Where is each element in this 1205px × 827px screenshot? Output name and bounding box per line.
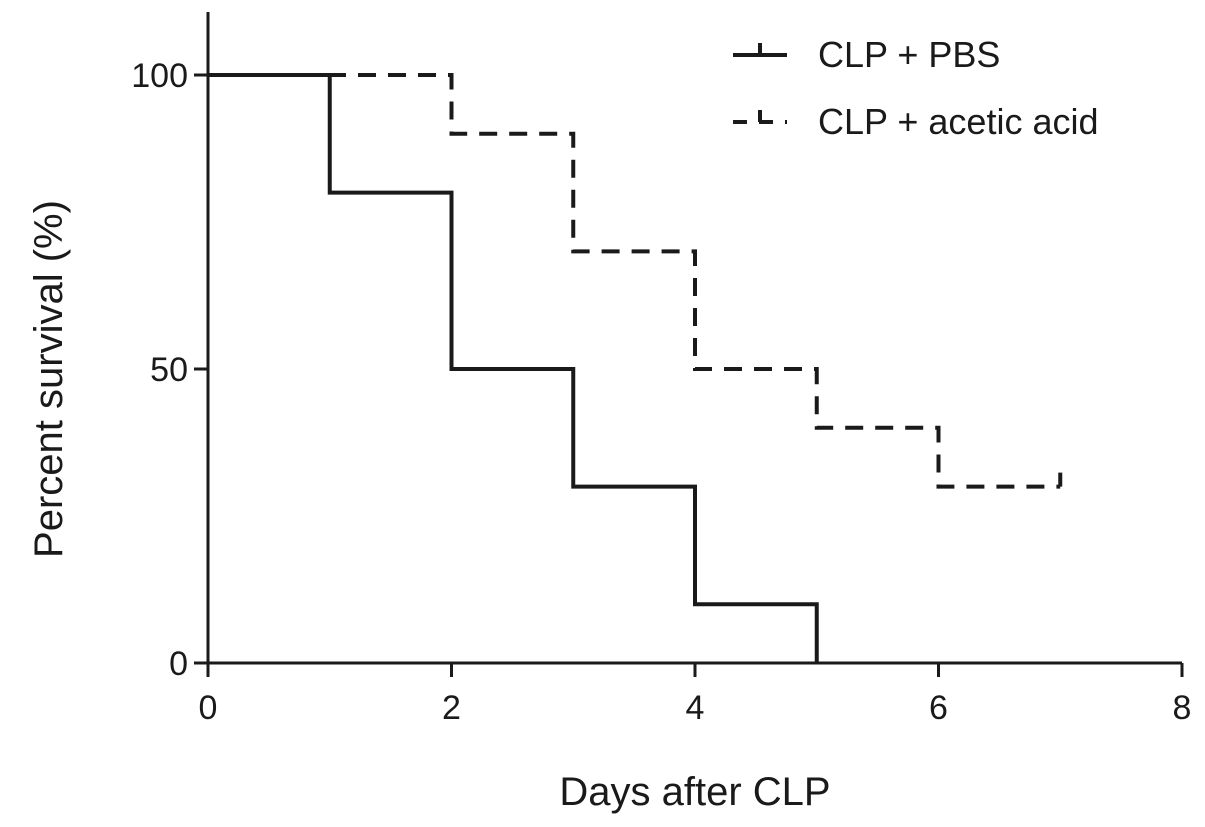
y-tick-label: 100	[131, 57, 188, 95]
series-layer	[208, 73, 1063, 663]
y-axis-ticks: 0 50 100	[131, 57, 208, 683]
y-tick-label: 50	[150, 351, 188, 389]
x-tick-label: 0	[199, 689, 218, 727]
x-axis-ticks: 0 2 4 6 8	[199, 663, 1192, 727]
series-line-acetic-acid	[208, 73, 1061, 489]
series-line-pbs	[208, 73, 819, 663]
y-tick-label: 0	[169, 645, 188, 683]
legend-label: CLP + acetic acid	[818, 101, 1099, 142]
x-axis-title: Days after CLP	[559, 770, 830, 814]
x-tick-label: 4	[686, 689, 705, 727]
y-axis-title: Percent survival (%)	[27, 200, 71, 558]
x-tick-label: 6	[929, 689, 948, 727]
legend: CLP + PBS CLP + acetic acid	[733, 34, 1099, 142]
x-tick-label: 8	[1173, 689, 1192, 727]
legend-label: CLP + PBS	[818, 34, 1000, 75]
x-tick-label: 2	[442, 689, 461, 727]
